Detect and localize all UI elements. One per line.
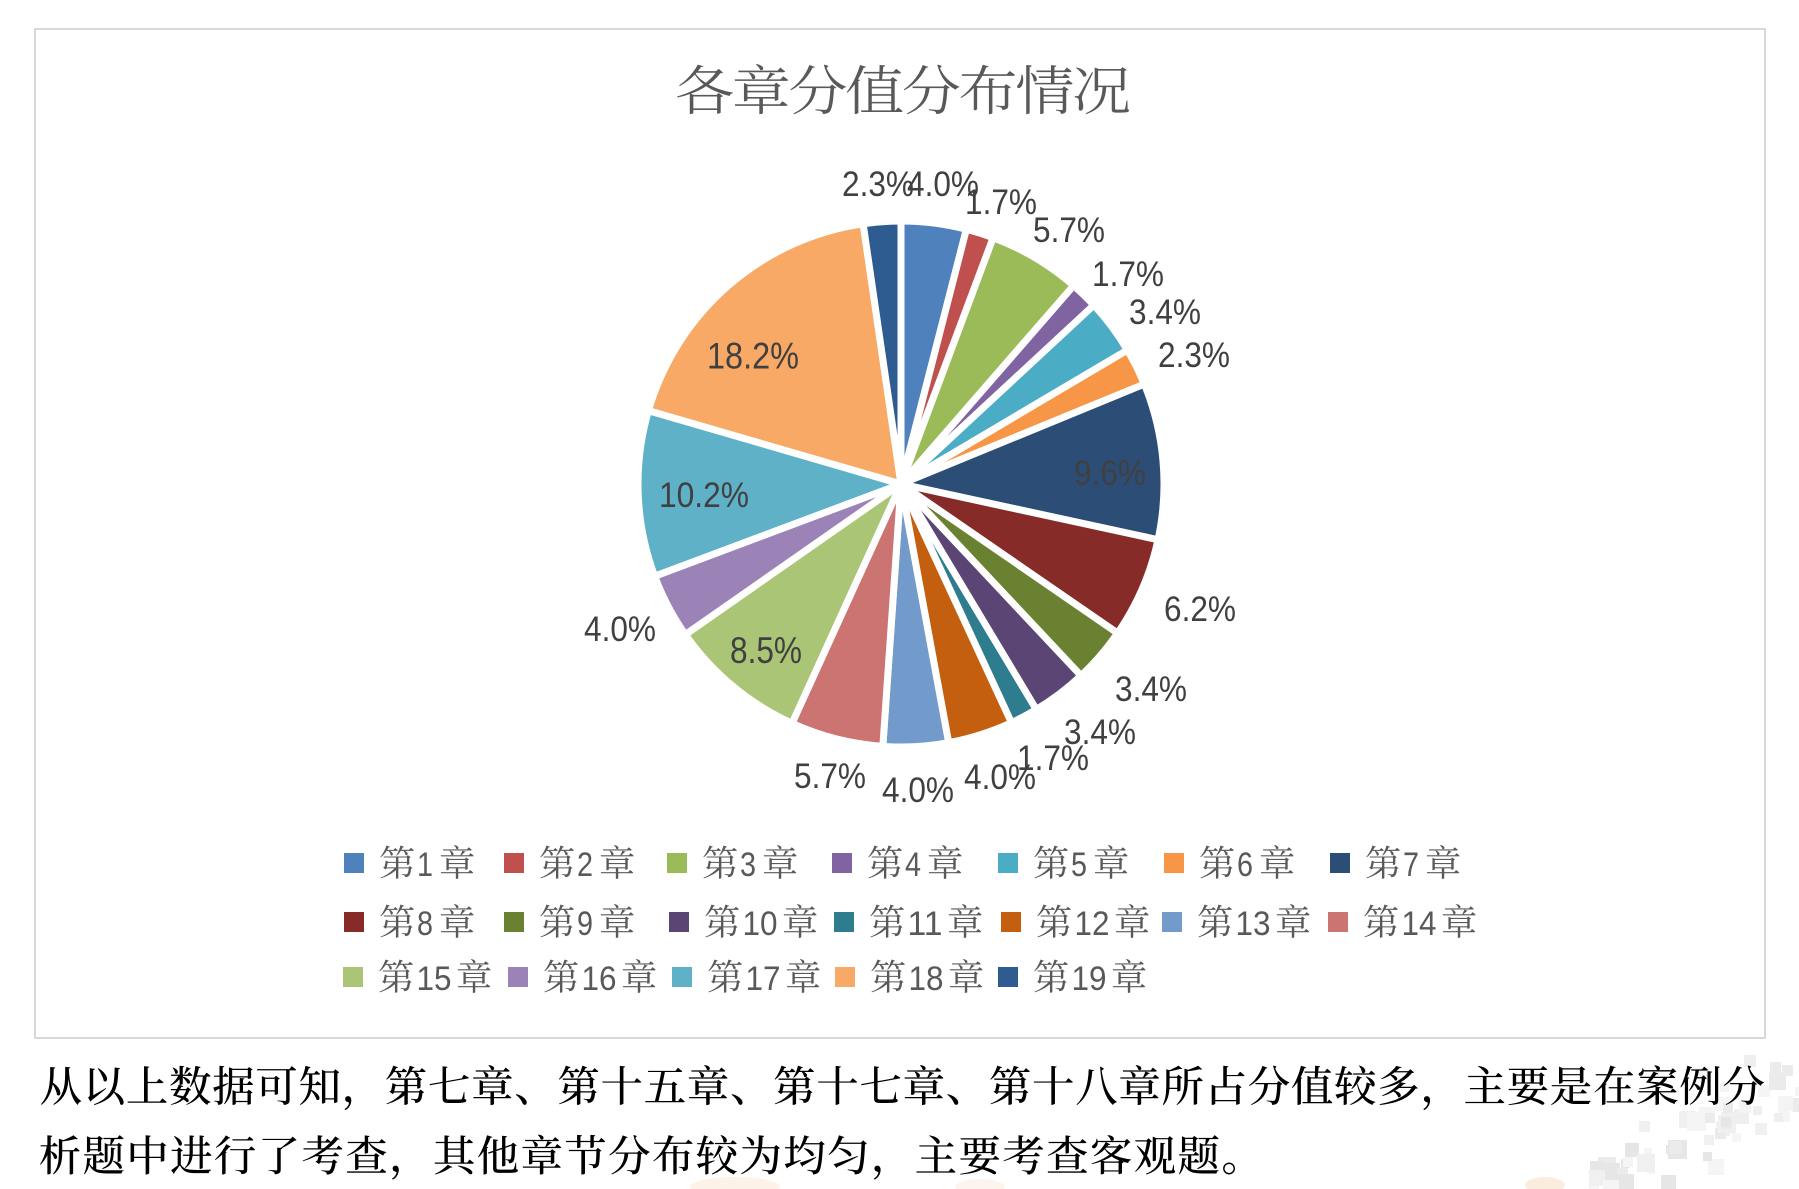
svg-text:6.2%: 6.2% — [1164, 589, 1236, 629]
svg-text:7: 7 — [1403, 846, 1419, 884]
svg-text:3.4%: 3.4% — [1115, 669, 1187, 709]
svg-text:8: 8 — [417, 905, 433, 943]
svg-text:15: 15 — [417, 960, 452, 998]
svg-text:12: 12 — [1075, 905, 1110, 943]
svg-text:1.7%: 1.7% — [1092, 254, 1164, 294]
svg-text:9: 9 — [577, 905, 593, 943]
svg-text:3.4%: 3.4% — [1064, 712, 1136, 752]
svg-text:8.5%: 8.5% — [730, 630, 802, 671]
svg-text:1: 1 — [417, 846, 433, 884]
svg-text:14: 14 — [1402, 905, 1437, 943]
svg-text:11: 11 — [908, 905, 943, 943]
svg-text:4.0%: 4.0% — [907, 164, 979, 204]
svg-text:18.2%: 18.2% — [707, 336, 799, 377]
svg-text:4.0%: 4.0% — [584, 609, 656, 649]
svg-text:4.0%: 4.0% — [964, 757, 1036, 797]
svg-text:2: 2 — [577, 846, 593, 884]
svg-text:6: 6 — [1237, 846, 1253, 884]
svg-text:2.3%: 2.3% — [842, 164, 914, 204]
svg-text:16: 16 — [582, 960, 617, 998]
svg-text:3: 3 — [740, 846, 756, 884]
svg-text:4.0%: 4.0% — [882, 770, 954, 810]
svg-text:4: 4 — [905, 846, 921, 884]
svg-text:2.3%: 2.3% — [1158, 335, 1230, 375]
svg-text:1.7%: 1.7% — [1017, 738, 1089, 778]
svg-text:1.7%: 1.7% — [965, 182, 1037, 222]
svg-text:18: 18 — [909, 960, 944, 998]
svg-text:19: 19 — [1072, 960, 1107, 998]
svg-text:10: 10 — [743, 905, 778, 943]
svg-text:5.7%: 5.7% — [1033, 210, 1105, 250]
svg-text:3.4%: 3.4% — [1129, 292, 1201, 332]
svg-text:5: 5 — [1071, 846, 1087, 884]
svg-text:5.7%: 5.7% — [794, 756, 866, 796]
svg-text:17: 17 — [746, 960, 781, 998]
svg-text:9.6%: 9.6% — [1074, 453, 1146, 493]
svg-text:13: 13 — [1236, 905, 1271, 943]
svg-text:10.2%: 10.2% — [659, 475, 749, 515]
